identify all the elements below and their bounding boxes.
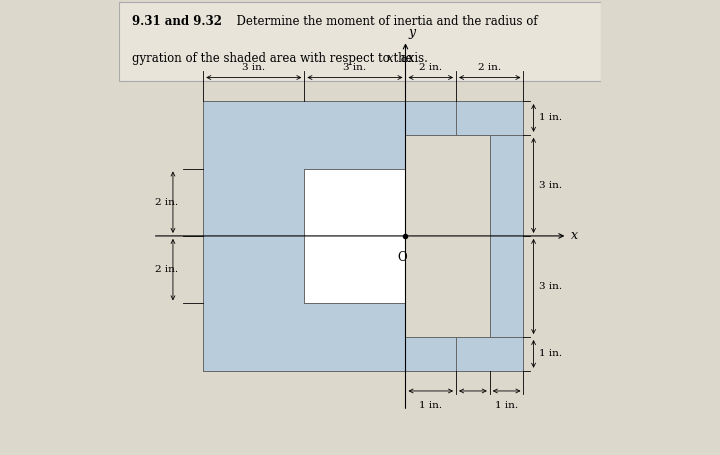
Text: 1 in.: 1 in. xyxy=(539,349,562,359)
Text: gyration of the shaded area with respect to the: gyration of the shaded area with respect… xyxy=(132,52,417,65)
Text: O: O xyxy=(397,251,407,264)
Text: 2 in.: 2 in. xyxy=(155,198,178,207)
Text: 3 in.: 3 in. xyxy=(539,181,562,190)
Text: y: y xyxy=(408,26,415,39)
Text: 9.31 and 9.32: 9.31 and 9.32 xyxy=(132,15,222,28)
Text: 3 in.: 3 in. xyxy=(539,282,562,291)
Text: 1 in.: 1 in. xyxy=(419,400,442,410)
Text: 2 in.: 2 in. xyxy=(155,265,178,274)
Text: Determine the moment of inertia and the radius of: Determine the moment of inertia and the … xyxy=(228,15,537,28)
Text: x: x xyxy=(387,52,394,65)
Bar xyxy=(490,101,523,371)
Text: 1 in.: 1 in. xyxy=(495,400,518,410)
Text: 2 in.: 2 in. xyxy=(419,63,442,72)
Text: 1 in.: 1 in. xyxy=(539,113,562,122)
Text: 2 in.: 2 in. xyxy=(478,63,501,72)
Bar xyxy=(305,168,405,303)
Bar xyxy=(203,101,405,371)
FancyBboxPatch shape xyxy=(119,2,601,81)
Bar xyxy=(405,101,523,135)
Text: x: x xyxy=(571,229,577,243)
Text: 3 in.: 3 in. xyxy=(343,63,366,72)
Bar xyxy=(405,337,523,371)
Text: axis.: axis. xyxy=(397,52,428,65)
Text: 3 in.: 3 in. xyxy=(242,63,266,72)
